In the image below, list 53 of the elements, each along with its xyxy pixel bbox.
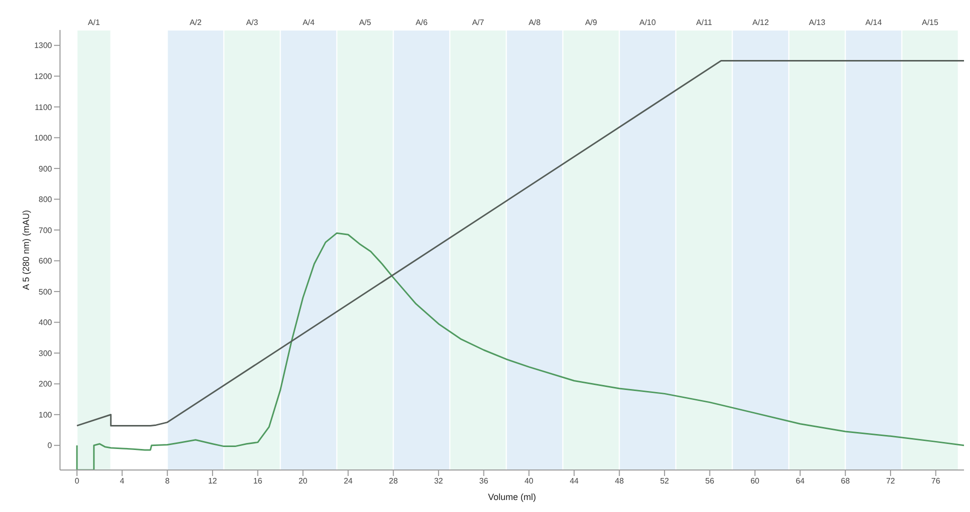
x-tick-label: 60 xyxy=(750,476,760,486)
y-axis-title: A 5 (280 nm) (mAU) xyxy=(21,210,32,290)
x-tick-label: 68 xyxy=(840,476,850,486)
x-tick-label: 76 xyxy=(931,476,941,486)
y-tick-label: 1100 xyxy=(34,102,53,112)
band-label: A/8 xyxy=(528,18,542,27)
line-series xyxy=(76,60,964,426)
y-tick-label: 700 xyxy=(38,226,53,235)
y-tick-label: 200 xyxy=(38,380,53,389)
x-tick-label: 16 xyxy=(253,476,263,486)
band-label: A/7 xyxy=(472,18,485,27)
x-tick-label: 20 xyxy=(298,476,308,486)
band-label: A/11 xyxy=(696,18,713,27)
y-tick-label: 1200 xyxy=(34,72,53,81)
x-tick-label: 32 xyxy=(434,476,444,486)
band-label: A/9 xyxy=(585,18,598,27)
band-label: A/6 xyxy=(416,18,428,27)
y-tick-label: 800 xyxy=(38,195,53,204)
band-label: A/5 xyxy=(359,18,372,27)
y-tick-label: 0 xyxy=(48,441,53,450)
x-tick-label: 56 xyxy=(705,476,715,486)
band-label: A/10 xyxy=(639,18,656,27)
band-label: A/15 xyxy=(922,18,939,27)
y-tick-label: 300 xyxy=(38,348,53,358)
x-tick-label: 24 xyxy=(344,476,354,486)
band-label: A/2 xyxy=(190,18,202,27)
band-label: A/3 xyxy=(246,18,259,27)
x-tick-label: 72 xyxy=(886,476,896,486)
line-series xyxy=(76,232,964,470)
y-tick-label: 1300 xyxy=(34,41,53,50)
x-tick-label: 44 xyxy=(570,476,580,486)
y-tick-label: 900 xyxy=(38,164,53,174)
x-tick-label: 40 xyxy=(524,476,534,486)
x-tick-label: 8 xyxy=(165,476,170,486)
band-label: A/12 xyxy=(752,18,770,27)
band-label: A/4 xyxy=(302,18,316,27)
y-tick-label: 600 xyxy=(38,256,53,266)
band-label: A/1 xyxy=(88,18,100,27)
band-label: A/14 xyxy=(865,18,882,27)
x-tick-label: 36 xyxy=(479,476,489,486)
y-tick-label: 500 xyxy=(38,287,53,296)
y-tick-label: 400 xyxy=(38,318,53,328)
y-tick-label: 1000 xyxy=(34,134,53,143)
x-tick-label: 28 xyxy=(388,476,398,486)
x-tick-label: 52 xyxy=(660,476,670,486)
x-tick-label: 48 xyxy=(614,476,624,486)
band-label: A/13 xyxy=(808,18,826,27)
x-tick-label: 0 xyxy=(74,476,80,486)
x-tick-label: 4 xyxy=(120,476,125,486)
x-tick-label: 64 xyxy=(796,476,806,486)
x-axis-title: Volume (ml) xyxy=(488,492,536,502)
x-tick-label: 12 xyxy=(208,476,218,486)
y-tick-label: 100 xyxy=(38,410,53,420)
